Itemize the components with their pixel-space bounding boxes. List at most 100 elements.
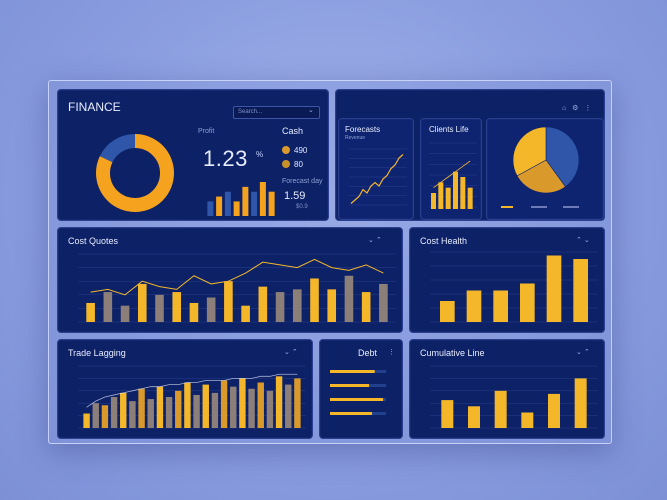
- forecast-day-sub: $0.9: [296, 204, 308, 210]
- pie-legend: [501, 206, 579, 208]
- cost-health-controls[interactable]: ⌃⌄: [576, 237, 592, 244]
- cost-quotes-controls[interactable]: ⌄⌃: [368, 237, 384, 244]
- trade-lagging-chart: [78, 365, 306, 429]
- cost_quotes-series-line: [90, 258, 384, 296]
- trade_lagging-bar: [239, 378, 246, 428]
- chevron-down-icon[interactable]: ⌄: [308, 107, 316, 114]
- cost-health-title: Cost Health: [420, 236, 468, 246]
- cost_quotes-bar: [327, 289, 337, 322]
- search-input[interactable]: Search...: [233, 106, 320, 119]
- cost-quotes-chart: [78, 253, 396, 323]
- cost_quotes-bar: [172, 292, 182, 322]
- cost_quotes-bar: [310, 278, 319, 322]
- summary-bar: [216, 196, 223, 216]
- analytics-panel: ⌂ ⚙ ⋮ Forecasts Revenue Clients Life: [335, 89, 605, 221]
- cumulative-title: Cumulative Line: [420, 348, 485, 358]
- cost-quotes-panel: Cost Quotes ⌄⌃: [57, 227, 403, 333]
- cumulative-bar: [548, 393, 560, 428]
- trade_lagging-bar: [193, 394, 200, 428]
- cost_health-bar: [520, 283, 535, 322]
- summary-bar: [251, 191, 258, 216]
- legend-b-value: 80: [294, 160, 303, 169]
- cost_quotes-bar: [137, 283, 147, 322]
- forecast-line-chart: [349, 148, 407, 206]
- trade-lagging-title: Trade Lagging: [68, 348, 126, 358]
- cost_quotes-bar: [344, 275, 354, 322]
- pie-legend-swatch-3: [563, 206, 579, 208]
- cost-health-chart: [430, 251, 598, 323]
- trade_lagging-bar: [101, 405, 109, 428]
- trade_lagging-bar: [165, 397, 173, 428]
- trade_lagging-bar: [266, 390, 274, 428]
- trade-lagging-controls[interactable]: ⌄⌃: [284, 349, 300, 356]
- donut-slice: [96, 134, 174, 212]
- forecast-day-label: Forecast day: [282, 178, 323, 185]
- forecast-panel: Forecasts Revenue: [338, 118, 414, 220]
- cost_quotes-bar: [224, 281, 233, 322]
- cost_quotes-bar: [189, 302, 199, 322]
- cost_quotes-bar: [361, 292, 371, 322]
- summary-bar: [242, 186, 249, 216]
- clients-bar: [431, 193, 436, 209]
- summary-panel: FINANCE Search... ⌄ Profit 1.23 % Cash 4…: [57, 89, 329, 221]
- trade_lagging-bar: [275, 376, 283, 428]
- cost_quotes-bar: [258, 286, 268, 322]
- cumulative-bar: [468, 406, 480, 428]
- trade_lagging-bar: [248, 388, 255, 428]
- legend-a-value: 490: [294, 146, 308, 155]
- cumulative-bar: [574, 378, 587, 428]
- cost_health-bar: [573, 259, 588, 322]
- trade_lagging-bar: [211, 392, 219, 428]
- debt-bar-track: [383, 398, 386, 401]
- trade_lagging-bar: [83, 413, 90, 428]
- forecast-title: Forecasts: [345, 125, 381, 134]
- cost_quotes-bar: [241, 305, 250, 322]
- debt-menu-icon[interactable]: ⋮: [388, 349, 397, 356]
- cumulative-chart: [430, 365, 598, 429]
- clients-bar: [445, 187, 451, 209]
- cost_quotes-bar: [103, 292, 113, 322]
- forecast-series-line: [350, 154, 404, 204]
- debt-bar: [330, 370, 375, 373]
- debt-bar-track: [369, 384, 386, 387]
- trade_lagging-bar: [175, 390, 182, 428]
- dashboard-frame: FINANCE Search... ⌄ Profit 1.23 % Cash 4…: [48, 80, 612, 444]
- clients-bar: [438, 182, 444, 209]
- trade-lagging-panel: Trade Lagging ⌄⌃: [57, 339, 313, 439]
- clients-panel: Clients Life: [420, 118, 482, 220]
- search-placeholder: Search...: [238, 109, 263, 115]
- pie-slice: [545, 126, 580, 188]
- clients-series-line: [433, 160, 471, 188]
- trade_lagging-bar: [184, 382, 191, 428]
- cost_quotes-bar: [379, 283, 388, 322]
- profit-unit: %: [256, 150, 264, 159]
- donut-chart: [96, 134, 174, 212]
- cumulative-bar: [494, 390, 507, 428]
- trade_lagging-bar: [294, 378, 301, 428]
- trade_lagging-bar: [147, 399, 154, 428]
- pie-panel: [486, 118, 604, 220]
- trade_lagging-bar: [138, 388, 145, 428]
- debt-bar: [330, 384, 370, 387]
- forecast-subtitle: Revenue: [345, 135, 366, 141]
- app-title: FINANCE: [68, 100, 121, 114]
- trade_lagging-bar: [110, 397, 118, 428]
- trade_lagging-bar: [156, 386, 164, 428]
- pie-legend-swatch-1: [501, 206, 513, 208]
- debt-chart: [330, 370, 386, 415]
- profit-label: Profit: [198, 128, 215, 135]
- pie-slice: [516, 159, 566, 194]
- cumulative-controls[interactable]: ⌄⌃: [576, 349, 592, 356]
- cumulative-bar: [521, 412, 534, 428]
- cost_health-bar: [493, 290, 508, 322]
- profit-value: 1.23: [203, 146, 248, 171]
- pie-chart: [512, 126, 580, 194]
- cost-health-panel: Cost Health ⌃⌄: [409, 227, 605, 333]
- trade_lagging-bar: [230, 386, 237, 428]
- clients-bar: [467, 187, 473, 209]
- summary-bar: [268, 191, 275, 216]
- cost_quotes-bar: [275, 292, 285, 322]
- summary-bar: [233, 201, 240, 216]
- cost-quotes-title: Cost Quotes: [68, 236, 119, 246]
- toolbar-icons[interactable]: ⌂ ⚙ ⋮: [562, 105, 594, 112]
